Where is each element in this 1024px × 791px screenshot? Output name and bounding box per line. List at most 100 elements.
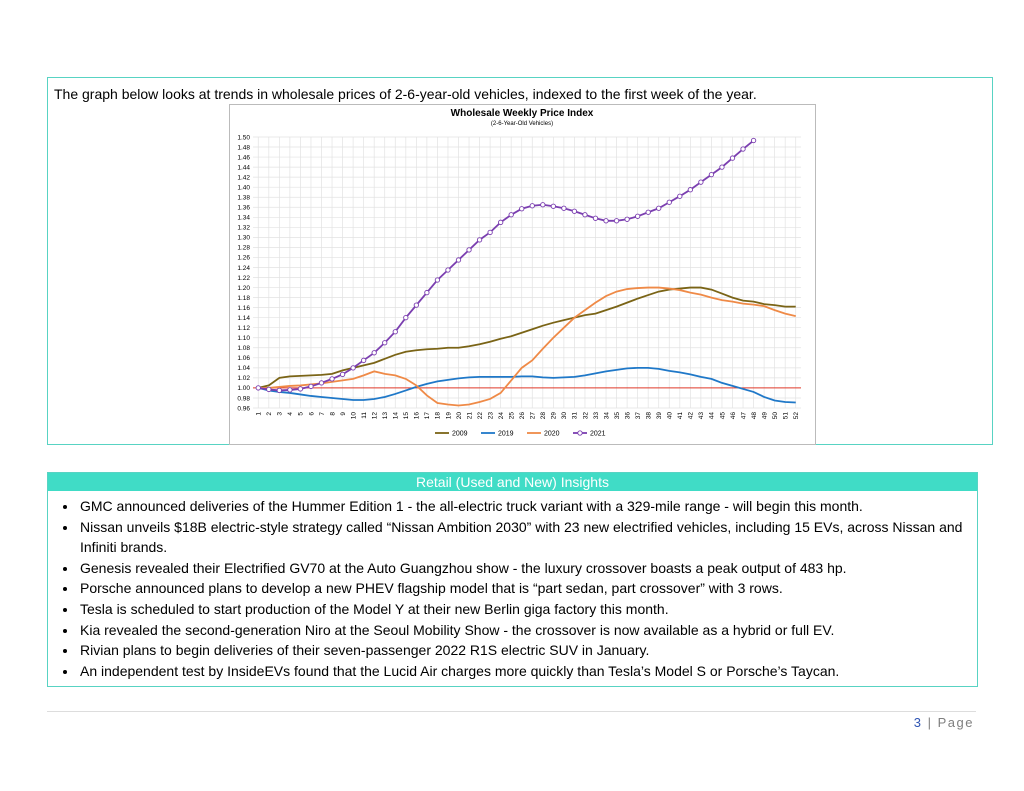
y-tick-label: 1.00 <box>237 385 250 392</box>
series-marker <box>287 387 293 393</box>
x-tick-label: 4 <box>287 412 294 416</box>
series-marker <box>666 199 672 205</box>
series-marker <box>361 357 367 363</box>
series-marker <box>318 380 325 386</box>
x-tick-label: 41 <box>677 412 684 420</box>
series-marker <box>329 376 335 382</box>
x-tick-label: 9 <box>340 412 347 416</box>
series-marker <box>582 212 588 218</box>
y-tick-label: 1.44 <box>237 164 250 171</box>
x-tick-label: 18 <box>435 412 442 420</box>
series-marker <box>750 137 757 144</box>
x-tick-label: 32 <box>582 412 589 420</box>
legend-label: 2009 <box>452 431 468 438</box>
y-tick-label: 1.34 <box>237 215 250 222</box>
y-tick-label: 1.38 <box>237 195 250 202</box>
legend-label: 2019 <box>498 431 514 438</box>
x-tick-label: 16 <box>414 412 421 420</box>
y-tick-label: 1.36 <box>237 205 250 212</box>
insights-section: Retail (Used and New) Insights GMC annou… <box>47 472 978 687</box>
y-tick-label: 1.48 <box>237 144 250 151</box>
series-marker <box>382 340 388 346</box>
x-tick-label: 49 <box>761 412 768 420</box>
series-marker <box>561 205 567 211</box>
x-tick-label: 39 <box>656 412 663 420</box>
y-tick-label: 0.98 <box>237 395 250 402</box>
x-tick-label: 31 <box>572 412 579 420</box>
series-marker <box>487 229 493 236</box>
insight-item: Tesla is scheduled to start production o… <box>78 599 977 620</box>
x-tick-label: 50 <box>772 412 779 420</box>
x-tick-label: 12 <box>371 412 378 420</box>
x-tick-label: 48 <box>751 412 758 420</box>
insight-item: An independent test by InsideEVs found t… <box>78 661 977 682</box>
y-tick-label: 1.32 <box>237 225 250 232</box>
series-marker <box>529 203 535 209</box>
y-tick-label: 1.28 <box>237 245 250 252</box>
x-tick-label: 8 <box>329 412 336 416</box>
y-tick-label: 1.22 <box>237 275 250 282</box>
x-tick-label: 2 <box>266 412 273 416</box>
x-tick-label: 34 <box>603 412 610 420</box>
series-marker <box>498 219 504 225</box>
series-marker <box>276 387 282 394</box>
series-marker <box>550 203 556 209</box>
y-tick-label: 0.96 <box>237 405 250 412</box>
chart: Wholesale Weekly Price Index (2-6-Year-O… <box>229 104 816 445</box>
legend-marker <box>577 430 583 436</box>
series-marker <box>687 187 693 193</box>
x-tick-label: 15 <box>403 412 410 420</box>
x-tick-label: 23 <box>487 412 494 420</box>
y-tick-label: 1.06 <box>237 355 250 362</box>
insight-item: Nissan unveils $18B electric-style strat… <box>78 517 977 558</box>
series-marker <box>708 171 715 178</box>
x-tick-label: 20 <box>456 412 463 420</box>
y-tick-label: 1.42 <box>237 174 250 181</box>
insights-list: GMC announced deliveries of the Hummer E… <box>48 496 977 681</box>
x-tick-label: 28 <box>540 412 547 420</box>
x-tick-label: 3 <box>277 412 284 416</box>
x-tick-label: 51 <box>782 412 789 420</box>
y-tick-label: 1.08 <box>237 345 250 352</box>
x-tick-label: 5 <box>298 412 305 416</box>
x-tick-label: 25 <box>508 412 515 420</box>
x-tick-label: 13 <box>382 412 389 420</box>
series-marker <box>508 212 514 218</box>
x-tick-label: 45 <box>719 412 726 420</box>
chart-title: Wholesale Weekly Price Index <box>451 108 594 119</box>
insight-item: Porsche announced plans to develop a new… <box>78 578 977 599</box>
x-tick-label: 27 <box>530 412 537 420</box>
series-marker <box>413 302 419 308</box>
series-marker <box>308 383 314 390</box>
insight-item: GMC announced deliveries of the Hummer E… <box>78 496 977 517</box>
series-marker <box>350 365 356 371</box>
y-tick-label: 1.12 <box>237 325 250 332</box>
series-marker <box>571 208 578 214</box>
series-marker <box>297 386 304 392</box>
chart-frame <box>229 104 816 445</box>
x-tick-label: 46 <box>730 412 737 420</box>
series-marker <box>635 213 641 219</box>
legend-label: 2020 <box>544 431 560 438</box>
y-tick-label: 1.18 <box>237 295 250 302</box>
x-tick-label: 52 <box>793 412 800 420</box>
x-tick-label: 24 <box>498 412 505 420</box>
y-tick-label: 1.02 <box>237 375 250 382</box>
series-marker <box>656 205 662 211</box>
series-marker <box>466 247 472 253</box>
series-marker <box>729 155 736 161</box>
x-tick-label: 11 <box>361 412 368 419</box>
series-line <box>258 366 796 404</box>
insight-item: Genesis revealed their Electrified GV70 … <box>78 558 977 579</box>
series-marker <box>339 371 346 378</box>
series-marker <box>540 202 546 208</box>
x-tick-label: 43 <box>698 412 705 420</box>
series-marker <box>424 289 430 296</box>
x-tick-label: 19 <box>445 412 452 420</box>
series-marker <box>519 206 525 212</box>
y-tick-label: 1.46 <box>237 154 250 161</box>
series-marker <box>613 218 620 224</box>
series-marker <box>434 277 441 283</box>
series-marker <box>592 215 599 221</box>
x-tick-label: 10 <box>350 412 357 420</box>
